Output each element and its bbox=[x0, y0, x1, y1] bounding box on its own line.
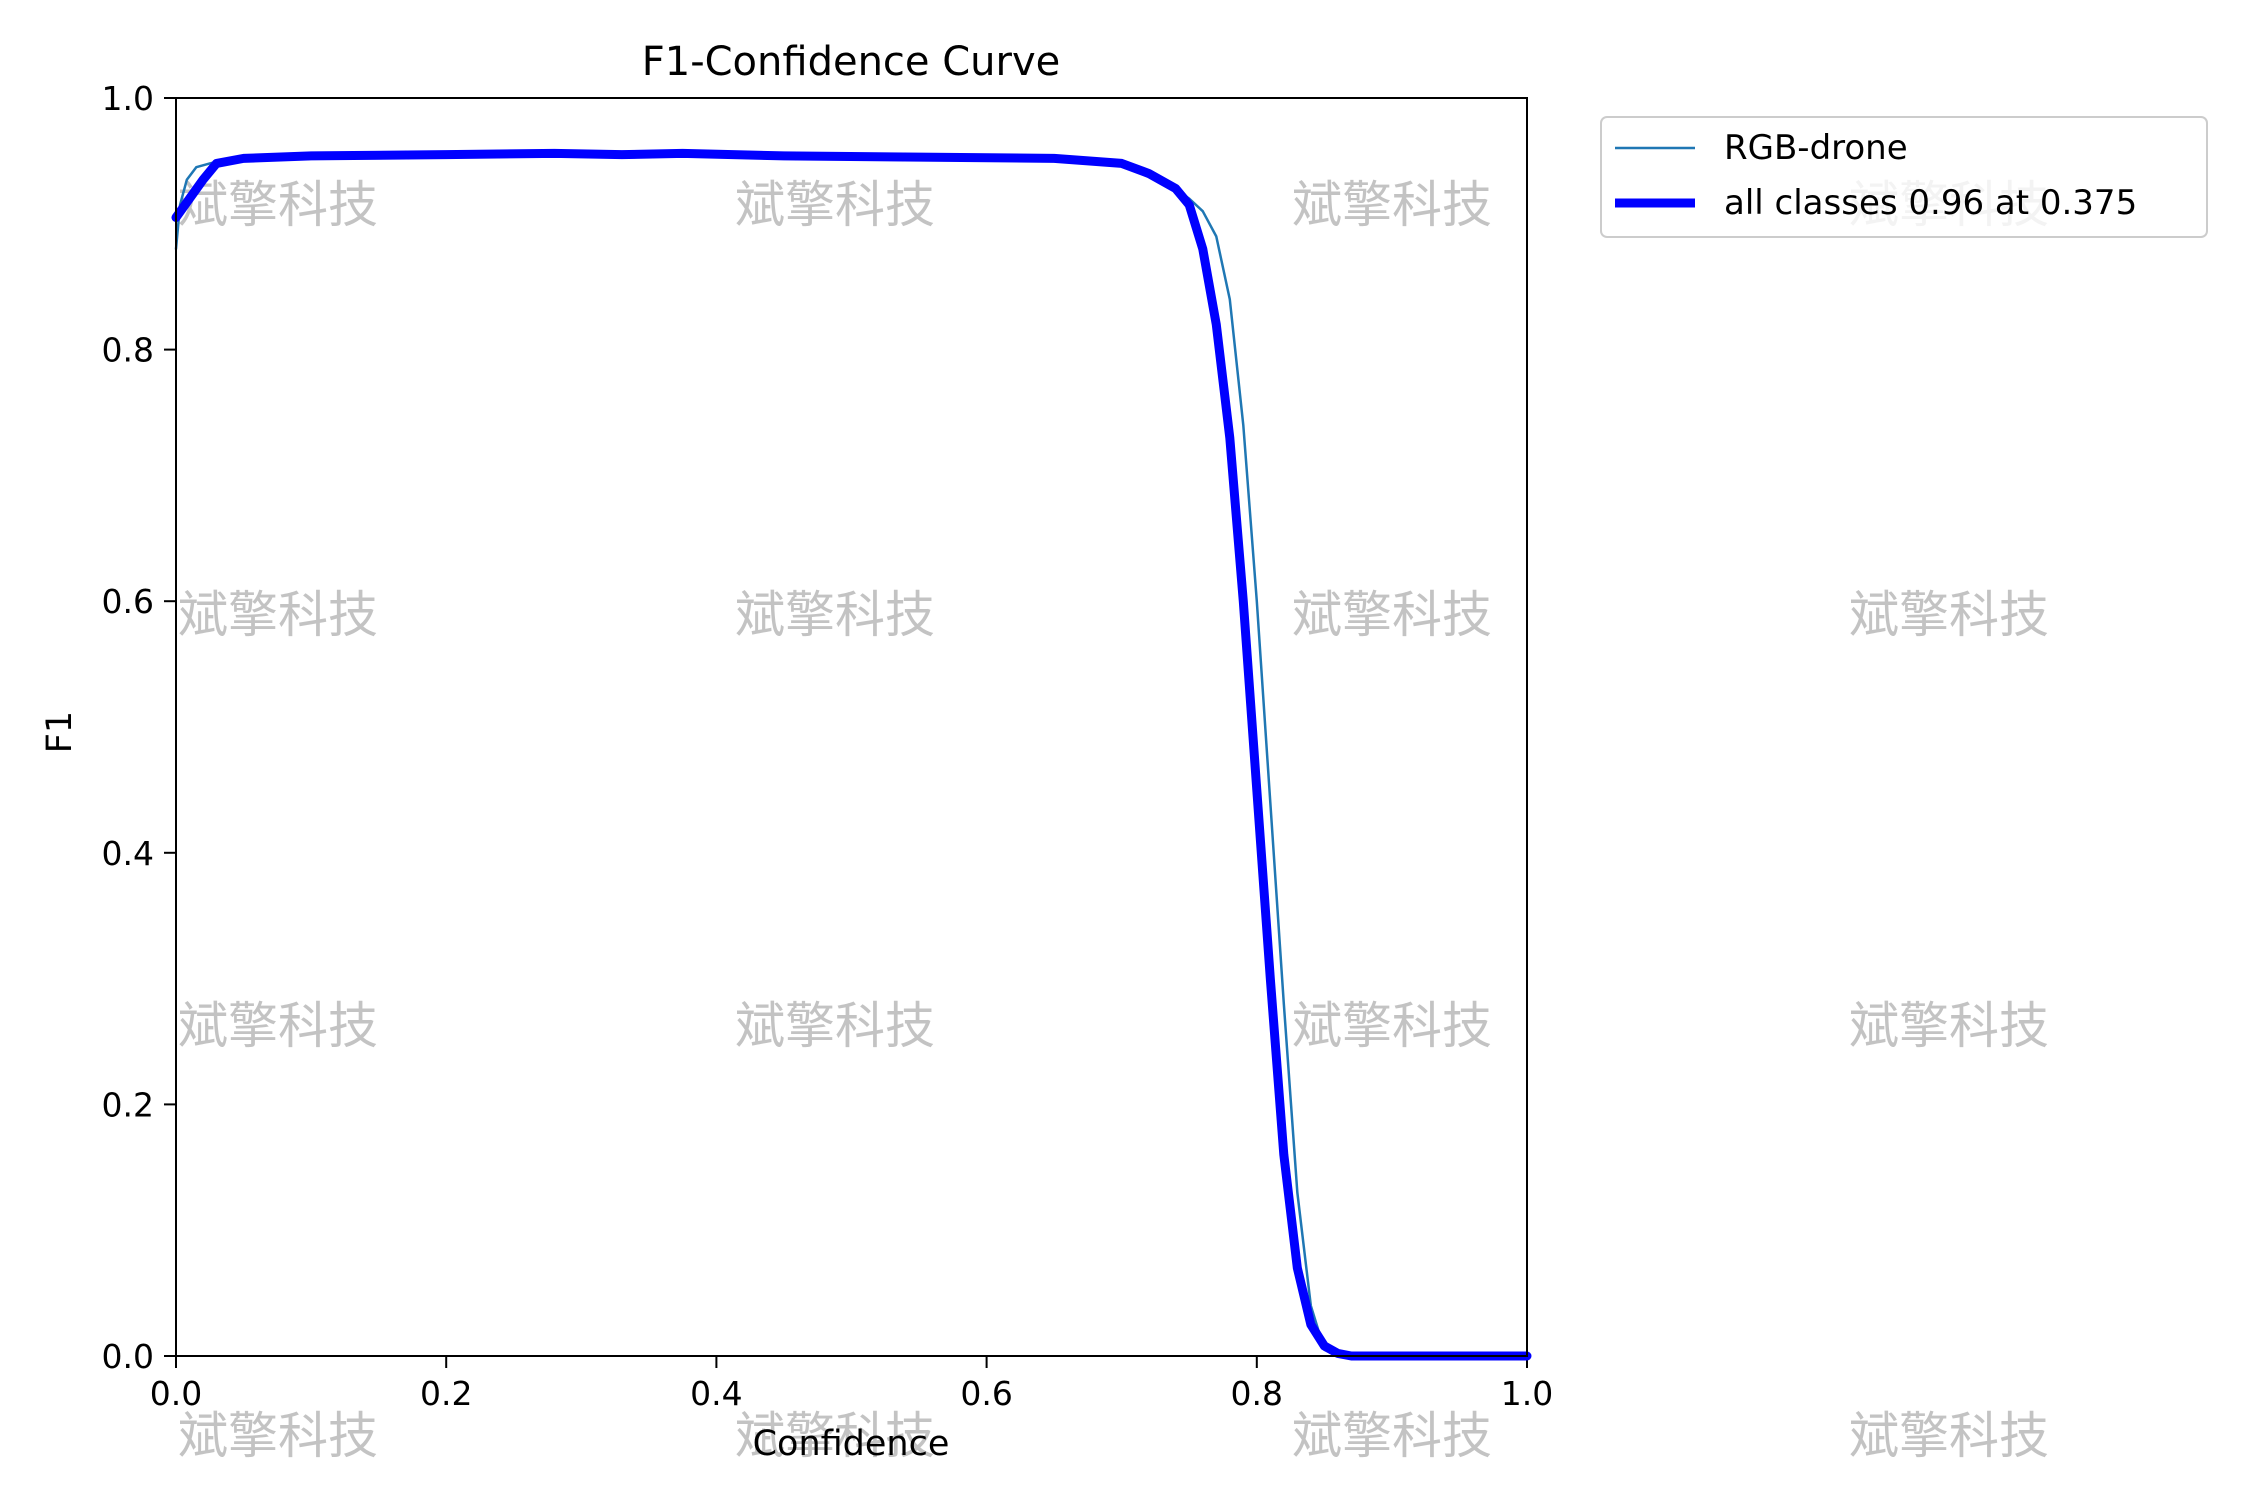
legend: RGB-drone all classes 0.96 at 0.375 bbox=[1600, 116, 2208, 238]
watermark: 斌擎科技 bbox=[1849, 586, 2049, 644]
x-tick-label: 1.0 bbox=[1501, 1374, 1553, 1413]
legend-label-rgb-drone: RGB-drone bbox=[1724, 128, 1908, 168]
x-tick-label: 0.2 bbox=[420, 1374, 472, 1413]
series-line-all-classes bbox=[171, 148, 1532, 1361]
x-tick-label: 0.8 bbox=[1231, 1374, 1283, 1413]
y-tick-label: 0.4 bbox=[102, 834, 154, 873]
x-tick-label: 0.0 bbox=[150, 1374, 202, 1413]
watermark: 斌擎科技 bbox=[1292, 176, 1492, 234]
plot-frame bbox=[175, 97, 1528, 1357]
watermark: 斌擎科技 bbox=[1849, 997, 2049, 1055]
y-tick-label: 0.6 bbox=[102, 582, 154, 621]
watermark: 斌擎科技 bbox=[735, 1407, 935, 1465]
series-lines bbox=[171, 148, 1532, 1361]
y-tick-label: 1.0 bbox=[102, 79, 154, 118]
watermark: 斌擎科技 bbox=[1849, 1407, 2049, 1465]
watermark: 斌擎科技 bbox=[735, 997, 935, 1055]
legend-label-all-classes: all classes 0.96 at 0.375 bbox=[1724, 183, 2137, 223]
x-tick-label: 0.6 bbox=[960, 1374, 1012, 1413]
watermark: 斌擎科技 bbox=[178, 1407, 378, 1465]
x-tick-label: 0.4 bbox=[690, 1374, 742, 1413]
legend-box bbox=[1600, 116, 2208, 238]
x-axis-ticks: 0.0 0.2 0.4 0.6 0.8 1.0 bbox=[150, 1356, 1553, 1413]
watermark: 斌擎科技 bbox=[178, 586, 378, 644]
y-tick-label: 0.0 bbox=[102, 1337, 154, 1376]
watermark: 斌擎科技 bbox=[1292, 997, 1492, 1055]
watermark: 斌擎科技 bbox=[735, 176, 935, 234]
watermark: 斌擎科技 bbox=[1292, 586, 1492, 644]
watermark: 斌擎科技 bbox=[178, 176, 378, 234]
chart-title: F1-Confidence Curve bbox=[642, 39, 1061, 85]
y-tick-label: 0.2 bbox=[102, 1085, 154, 1124]
y-axis-label: F1 bbox=[40, 711, 80, 753]
watermark: 斌擎科技 bbox=[178, 997, 378, 1055]
y-axis-ticks: 0.0 0.2 0.4 0.6 0.8 1.0 bbox=[102, 79, 176, 1376]
watermark: 斌擎科技 bbox=[1292, 1407, 1492, 1465]
watermark: 斌擎科技 bbox=[735, 586, 935, 644]
x-axis-label: Confidence bbox=[753, 1424, 950, 1464]
y-tick-label: 0.8 bbox=[102, 331, 154, 370]
